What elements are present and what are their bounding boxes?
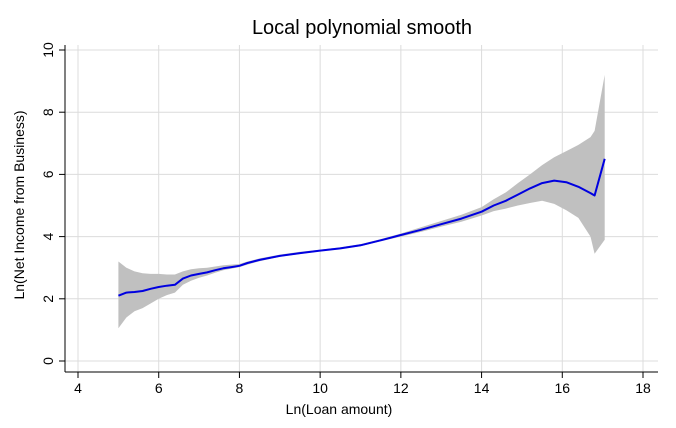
x-tick-label: 14	[474, 380, 490, 396]
x-axis-label: Ln(Loan amount)	[286, 401, 393, 417]
x-tick-label: 8	[236, 380, 244, 396]
y-tick-label: 6	[40, 170, 56, 178]
line-layer	[118, 158, 606, 297]
y-tick-label: 4	[40, 232, 56, 240]
smooth-line	[118, 158, 606, 297]
x-tick-label: 6	[155, 380, 163, 396]
x-tick-label: 18	[635, 380, 651, 396]
y-tick-label: 10	[40, 42, 56, 58]
x-tick-label: 10	[312, 380, 328, 396]
y-tick-label: 2	[40, 295, 56, 303]
y-axis-label: Ln(Net Income from Business)	[11, 110, 27, 299]
grid-layer	[65, 45, 658, 372]
y-tick-label: 0	[40, 357, 56, 365]
chart-title: Local polynomial smooth	[252, 17, 472, 39]
axis-layer: 4 6 8 10 12 14 16 18 0 2 4 6 8 10	[40, 42, 658, 396]
x-tick-label: 16	[554, 380, 570, 396]
plot-area	[65, 45, 658, 372]
y-tick-label: 8	[40, 108, 56, 116]
x-tick-label: 12	[393, 380, 409, 396]
x-tick-label: 4	[74, 380, 82, 396]
